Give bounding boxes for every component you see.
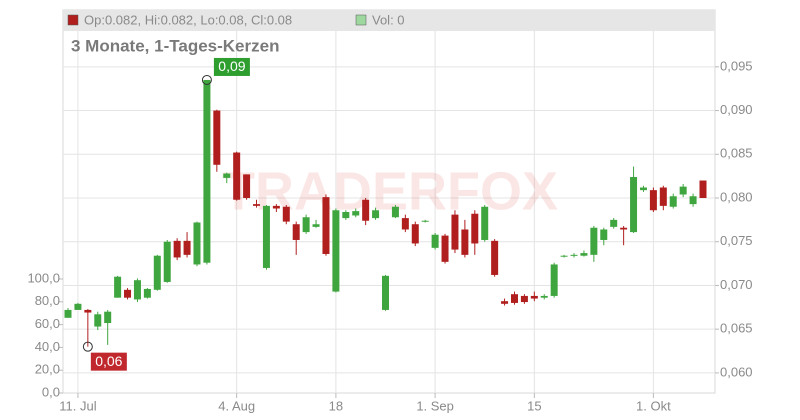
watermark: TRADERFOX xyxy=(222,161,558,221)
x-tick-label: 11. Jul xyxy=(59,398,96,413)
candle-body xyxy=(491,240,499,275)
y-tick-label: 0,080 xyxy=(720,189,753,204)
candle-body xyxy=(342,211,350,219)
y2-tick-label: 80,0 xyxy=(35,293,60,308)
candle-body xyxy=(401,218,409,230)
y-tick-label: 0,095 xyxy=(720,58,753,73)
candle-body xyxy=(411,224,419,244)
candle-body xyxy=(114,276,122,298)
candle-body xyxy=(183,240,191,255)
candle-body xyxy=(74,303,82,310)
max-label: 0,09 xyxy=(218,58,245,74)
candle-body xyxy=(332,210,340,292)
candle-body xyxy=(659,187,667,206)
candle-body xyxy=(203,79,211,263)
candle-body xyxy=(243,174,251,199)
max-label-box xyxy=(213,57,250,76)
max-marker xyxy=(201,74,212,85)
candle-body xyxy=(282,206,290,222)
candle-body xyxy=(94,314,102,327)
candle-body xyxy=(639,187,647,191)
candle-body xyxy=(104,311,112,324)
y-tick-label: 0,075 xyxy=(720,233,753,248)
x-tick-label: 15 xyxy=(527,398,541,413)
candle-body xyxy=(223,173,231,178)
candle-body xyxy=(262,205,270,268)
candle-body xyxy=(431,234,439,248)
candle-body xyxy=(372,210,380,219)
candle-body xyxy=(550,264,558,296)
candle-body xyxy=(133,280,141,300)
chart-title: 3 Monate, 1-Tages-Kerzen xyxy=(71,36,279,55)
candle-body xyxy=(302,217,310,233)
y2-tick-label: 100,0 xyxy=(27,270,60,285)
x-tick-label: 4. Aug xyxy=(218,398,255,413)
candle-body xyxy=(213,110,221,165)
candle-body xyxy=(620,227,628,230)
candle-body xyxy=(510,294,518,303)
min-label-box xyxy=(90,352,127,371)
candle-body xyxy=(421,220,429,222)
candle-body xyxy=(64,309,72,318)
x-tick-label: 1. Okt xyxy=(636,398,671,413)
candle-body xyxy=(193,222,201,265)
candle-body xyxy=(610,219,618,227)
candle-body xyxy=(124,289,132,298)
y-tick-label: 0,060 xyxy=(720,364,753,379)
candle-body xyxy=(649,190,657,211)
candle-body xyxy=(441,235,449,262)
min-marker xyxy=(82,341,93,352)
candle-body xyxy=(630,177,638,233)
candle-body xyxy=(679,186,687,195)
y-tick-label: 0,065 xyxy=(720,321,753,336)
x-tick-label: 18 xyxy=(329,398,343,413)
candle-body xyxy=(153,255,161,290)
header-bar xyxy=(63,10,715,31)
candle-body xyxy=(540,295,548,298)
candle-body xyxy=(570,254,578,256)
candle-body xyxy=(272,205,280,209)
candle-body xyxy=(600,229,608,240)
candle-body xyxy=(233,152,241,200)
candle-body xyxy=(391,206,399,218)
candle-body xyxy=(352,211,360,216)
y-tick-label: 0,070 xyxy=(720,277,753,292)
candle-body xyxy=(382,275,389,310)
candle-body xyxy=(253,204,261,206)
candle-body xyxy=(143,288,151,298)
y2-tick-label: 40,0 xyxy=(35,339,60,354)
candle-body xyxy=(590,227,598,255)
y2-tick-label: 60,0 xyxy=(35,316,60,331)
candle-body xyxy=(362,199,370,221)
candle-body xyxy=(580,253,588,256)
y-tick-label: 0,085 xyxy=(720,146,753,161)
candle-body xyxy=(312,224,320,227)
candle-body xyxy=(699,180,707,199)
y2-tick-label: 0,0 xyxy=(42,384,60,399)
candle-body xyxy=(520,295,528,303)
min-label: 0,06 xyxy=(95,353,122,369)
y2-tick-label: 20,0 xyxy=(35,362,60,377)
candle-body xyxy=(530,295,538,299)
ohlc-swatch xyxy=(67,14,79,26)
candle-body xyxy=(173,240,181,258)
candle-body xyxy=(163,241,171,282)
ohlc-text: Op:0.082, Hi:0.082, Lo:0.08, Cl:0.08 xyxy=(84,12,292,27)
x-tick-label: 1. Sep xyxy=(416,398,454,413)
candle-body xyxy=(322,197,330,254)
candle-body xyxy=(560,255,568,257)
candle-body xyxy=(689,196,697,205)
candle-body xyxy=(461,229,469,255)
y-tick-label: 0,090 xyxy=(720,102,753,117)
candle-body xyxy=(669,196,677,207)
candle-body xyxy=(501,301,509,304)
candle-body xyxy=(84,309,92,313)
candle-body xyxy=(471,213,479,244)
candle-body xyxy=(481,206,489,240)
candle-body xyxy=(451,214,459,250)
candle-body xyxy=(292,224,300,240)
volume-text: Vol: 0 xyxy=(372,12,405,27)
volume-swatch xyxy=(355,14,367,26)
